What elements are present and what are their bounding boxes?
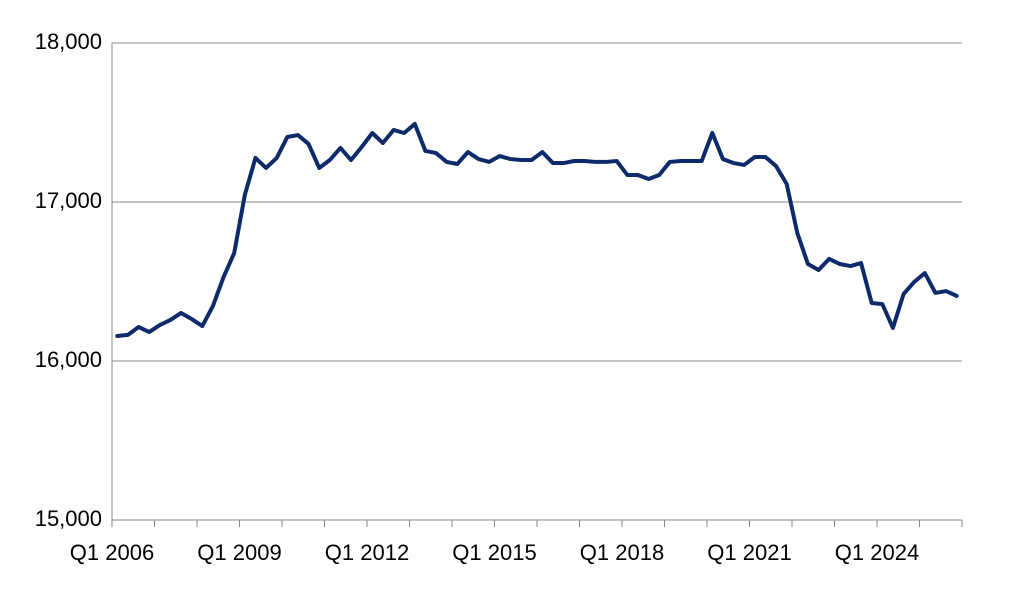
- x-tick-label: Q1 2009: [197, 540, 281, 565]
- x-tick-label: Q1 2015: [452, 540, 536, 565]
- x-tick-label: Q1 2018: [580, 540, 664, 565]
- y-tick-label: 18,000: [35, 29, 102, 54]
- x-tick-label: Q1 2021: [707, 540, 791, 565]
- y-tick-label: 17,000: [35, 188, 102, 213]
- x-tick-label: Q1 2006: [70, 540, 154, 565]
- y-tick-label: 16,000: [35, 347, 102, 372]
- x-tick-label: Q1 2012: [325, 540, 409, 565]
- x-tick-label: Q1 2024: [835, 540, 919, 565]
- data-line: [115, 121, 959, 339]
- y-tick-label: 15,000: [35, 506, 102, 531]
